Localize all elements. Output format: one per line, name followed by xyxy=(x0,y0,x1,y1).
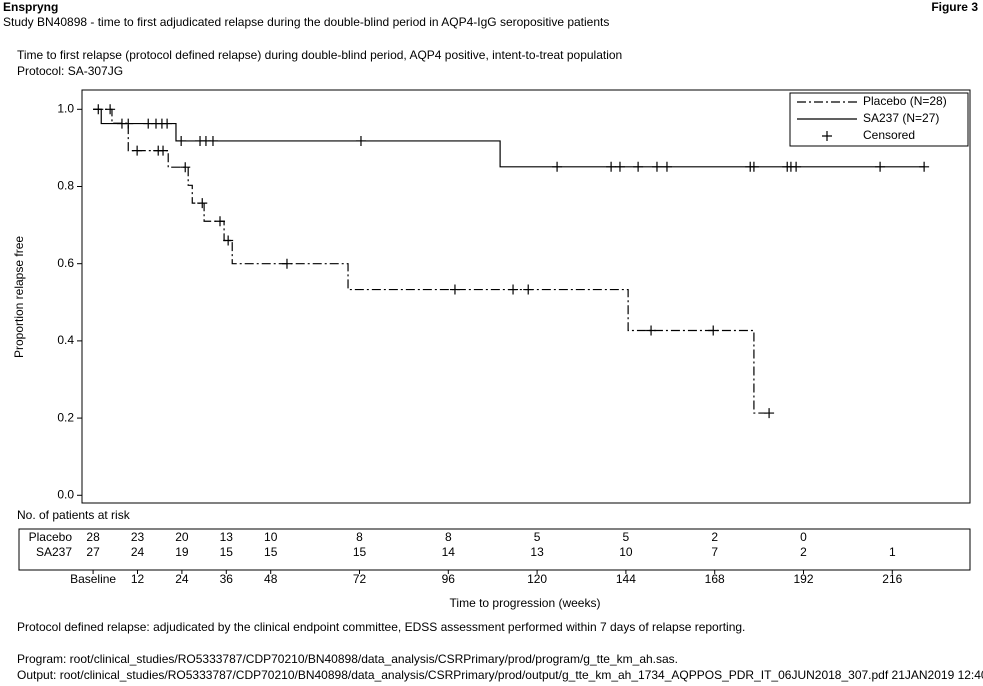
censor-mark xyxy=(764,408,775,419)
legend-label: SA237 (N=27) xyxy=(863,111,939,125)
censor-mark xyxy=(661,161,672,172)
risk-count: 8 xyxy=(445,530,452,544)
risk-count: 15 xyxy=(264,545,278,559)
output-path: Output: root/clinical_studies/RO5333787/… xyxy=(17,668,983,682)
footnote: Protocol defined relapse: adjudicated by… xyxy=(17,620,745,634)
x-tick-label: 120 xyxy=(527,572,547,586)
risk-count: 1 xyxy=(889,545,896,559)
x-tick-label: 24 xyxy=(175,572,189,586)
censor-mark xyxy=(207,135,218,146)
study-title: Study BN40898 - time to first adjudicate… xyxy=(3,15,609,29)
risk-count: 24 xyxy=(131,545,145,559)
risk-row-label: SA237 xyxy=(36,545,72,559)
risk-table-title: No. of patients at risk xyxy=(17,508,131,522)
risk-count: 2 xyxy=(800,545,807,559)
legend-label: Placebo (N=28) xyxy=(863,94,947,108)
product-name: Enspryng xyxy=(3,0,58,14)
risk-count: 10 xyxy=(619,545,633,559)
censor-mark xyxy=(875,161,886,172)
risk-count: 5 xyxy=(623,530,630,544)
censor-mark xyxy=(281,258,292,269)
survival-curve xyxy=(93,108,770,414)
risk-count: 10 xyxy=(264,530,278,544)
chart-title: Time to first relapse (protocol defined … xyxy=(17,48,622,62)
x-tick-label: Baseline xyxy=(70,572,116,586)
censor-mark xyxy=(646,325,657,336)
survival-curve xyxy=(93,108,925,168)
risk-count: 28 xyxy=(86,530,100,544)
censor-mark xyxy=(606,161,617,172)
legend-label: Censored xyxy=(863,128,915,142)
censor-mark xyxy=(162,118,173,129)
y-axis-label: Proportion relapse free xyxy=(12,236,26,358)
risk-count: 19 xyxy=(175,545,189,559)
censor-mark xyxy=(633,161,644,172)
censor-mark xyxy=(708,325,719,336)
censor-mark xyxy=(552,161,563,172)
risk-count: 7 xyxy=(711,545,718,559)
censor-mark xyxy=(449,284,460,295)
y-tick-label: 0.6 xyxy=(57,256,74,270)
program-path: Program: root/clinical_studies/RO5333787… xyxy=(17,652,678,666)
censor-mark xyxy=(748,161,759,172)
censor-mark xyxy=(919,161,930,172)
x-tick-label: 48 xyxy=(264,572,278,586)
risk-count: 15 xyxy=(353,545,367,559)
y-tick-label: 0.0 xyxy=(57,487,74,501)
censor-mark xyxy=(123,118,134,129)
risk-count: 14 xyxy=(442,545,456,559)
censor-mark xyxy=(215,216,226,227)
x-tick-label: 192 xyxy=(793,572,813,586)
figure-number: Figure 3 xyxy=(931,0,978,14)
risk-count: 0 xyxy=(800,530,807,544)
risk-count: 13 xyxy=(220,530,234,544)
risk-count: 23 xyxy=(131,530,145,544)
risk-count: 8 xyxy=(356,530,363,544)
censor-mark xyxy=(105,104,116,115)
plot-frame xyxy=(81,89,971,504)
risk-count: 13 xyxy=(530,545,544,559)
censor-mark xyxy=(158,145,169,156)
censor-mark xyxy=(223,235,234,246)
risk-row-label: Placebo xyxy=(29,530,73,544)
risk-count: 2 xyxy=(711,530,718,544)
censor-mark xyxy=(180,162,191,173)
x-tick-label: 36 xyxy=(220,572,234,586)
risk-count: 27 xyxy=(86,545,100,559)
y-tick-label: 0.2 xyxy=(57,410,74,424)
risk-count: 20 xyxy=(175,530,189,544)
censor-mark xyxy=(355,135,366,146)
x-tick-label: 96 xyxy=(442,572,456,586)
y-tick-label: 1.0 xyxy=(57,101,74,115)
censor-mark xyxy=(176,135,187,146)
y-tick-label: 0.4 xyxy=(57,333,74,347)
risk-table-frame xyxy=(18,528,971,571)
y-tick-label: 0.8 xyxy=(57,179,74,193)
legend-censor-swatch xyxy=(822,131,832,141)
chart-subtitle: Protocol: SA-307JG xyxy=(17,64,123,78)
censor-mark xyxy=(197,198,208,209)
x-tick-label: 72 xyxy=(353,572,367,586)
censor-mark xyxy=(132,145,143,156)
x-tick-label: 144 xyxy=(616,572,636,586)
risk-count: 15 xyxy=(220,545,234,559)
x-tick-label: 216 xyxy=(882,572,902,586)
censor-mark xyxy=(791,161,802,172)
x-axis-label: Time to progression (weeks) xyxy=(450,596,601,610)
censor-mark xyxy=(651,161,662,172)
x-tick-label: 168 xyxy=(705,572,725,586)
x-tick-label: 12 xyxy=(131,572,145,586)
risk-count: 5 xyxy=(534,530,541,544)
censor-mark xyxy=(523,284,534,295)
censor-mark xyxy=(508,284,519,295)
censor-mark xyxy=(614,161,625,172)
